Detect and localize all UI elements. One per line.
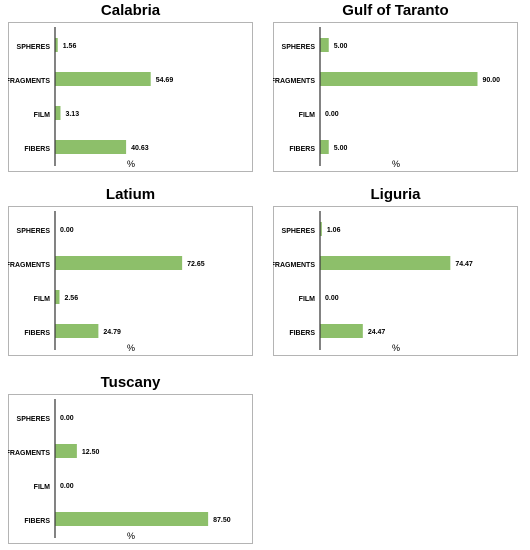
category-label: FIBERS: [24, 146, 50, 153]
bar: [320, 140, 329, 154]
bar-value-label: 24.47: [368, 329, 386, 336]
category-label: SPHERES: [282, 44, 316, 51]
bar-value-label: 0.00: [325, 295, 339, 302]
category-label: FRAGMENTS: [8, 262, 50, 269]
bar: [320, 38, 329, 52]
bar: [55, 72, 151, 86]
chart-panel-tuscany: Tuscany SPHERES 0.00 FRAGMENTS 12.50 FILM 0.0…: [8, 372, 253, 544]
category-label: FIBERS: [24, 330, 50, 337]
category-label: FRAGMENTS: [273, 78, 315, 85]
bar-value-label: 12.50: [82, 449, 100, 456]
bar-value-label: 87.50: [213, 517, 231, 524]
category-label: FILM: [34, 484, 50, 491]
x-axis-label: %: [127, 531, 135, 541]
bar-value-label: 24.79: [103, 329, 121, 336]
chart-title: Latium: [105, 186, 156, 203]
category-label: FILM: [299, 112, 315, 119]
chart-title: Gulf of Taranto: [342, 2, 449, 19]
x-axis-label: %: [127, 159, 135, 169]
plot-frame: [273, 22, 518, 172]
x-axis-label: %: [392, 159, 400, 169]
category-label: SPHERES: [282, 228, 316, 235]
chart-panel-liguria: Liguria SPHERES 1.06 FRAGMENTS 74.47 FILM 0.0…: [273, 184, 518, 356]
x-axis-label: %: [127, 343, 135, 353]
chart-panel-calabria: Calabria SPHERES 1.56 FRAGMENTS 54.69 FILM 3.…: [8, 0, 253, 172]
chart-title: Liguria: [370, 186, 421, 203]
chart-svg-calabria: SPHERES 1.56 FRAGMENTS 54.69 FILM 3.13 FIBERS 4…: [8, 22, 253, 172]
chart-panel-gulf-of-taranto: Gulf of Taranto SPHERES 5.00 FRAGMENTS 90.0…: [273, 0, 518, 172]
plot-frame: [8, 22, 253, 172]
category-label: FRAGMENTS: [8, 78, 50, 85]
bar-value-label: 1.06: [327, 227, 341, 234]
bar-value-label: 0.00: [60, 415, 74, 422]
category-label: FILM: [299, 296, 315, 303]
bar: [320, 222, 322, 236]
plot-frame: [8, 394, 253, 544]
bar: [55, 106, 61, 120]
bar: [55, 444, 77, 458]
bar: [55, 512, 209, 526]
category-label: SPHERES: [17, 416, 51, 423]
bar-value-label: 0.00: [60, 227, 74, 234]
bar-value-label: 40.63: [131, 145, 149, 152]
bar-value-label: 2.56: [64, 295, 78, 302]
bar-value-label: 5.00: [334, 43, 348, 50]
category-label: FIBERS: [289, 146, 315, 153]
bar-value-label: 74.47: [455, 261, 473, 268]
plot-frame: [8, 206, 253, 356]
chart-title: Tuscany: [100, 374, 161, 391]
chart-svg-gulf-of-taranto: SPHERES 5.00 FRAGMENTS 90.00 FILM 0.00 FIBERS 5…: [273, 22, 518, 172]
bar: [55, 256, 183, 270]
category-label: FIBERS: [289, 330, 315, 337]
bar-value-label: 1.56: [63, 43, 77, 50]
bar-value-label: 72.65: [187, 261, 205, 268]
x-axis-label: %: [392, 343, 400, 353]
bar: [55, 140, 127, 154]
bar-value-label: 0.00: [325, 111, 339, 118]
category-label: SPHERES: [17, 44, 51, 51]
plot-frame: [273, 206, 518, 356]
bar: [55, 290, 60, 304]
category-label: FILM: [34, 296, 50, 303]
bar-value-label: 54.69: [156, 77, 174, 84]
chart-panel-latium: Latium SPHERES 0.00 FRAGMENTS 72.65 FILM 2.56…: [8, 184, 253, 356]
category-label: SPHERES: [17, 228, 51, 235]
bar: [55, 38, 58, 52]
category-label: FILM: [34, 112, 50, 119]
chart-svg-latium: SPHERES 0.00 FRAGMENTS 72.65 FILM 2.56 FIBERS 2…: [8, 206, 253, 356]
bar: [320, 72, 478, 86]
bar: [320, 324, 363, 338]
bar: [320, 256, 451, 270]
bar-value-label: 0.00: [60, 483, 74, 490]
chart-svg-liguria: SPHERES 1.06 FRAGMENTS 74.47 FILM 0.00 FIBERS 2…: [273, 206, 518, 356]
bar: [55, 324, 99, 338]
bar-value-label: 3.13: [65, 111, 79, 118]
bar-value-label: 5.00: [334, 145, 348, 152]
bar-value-label: 90.00: [483, 77, 501, 84]
chart-title: Calabria: [100, 2, 161, 19]
chart-svg-tuscany: SPHERES 0.00 FRAGMENTS 12.50 FILM 0.00 FIBERS 8…: [8, 394, 253, 544]
category-label: FRAGMENTS: [8, 450, 50, 457]
category-label: FIBERS: [24, 518, 50, 525]
category-label: FRAGMENTS: [273, 262, 315, 269]
